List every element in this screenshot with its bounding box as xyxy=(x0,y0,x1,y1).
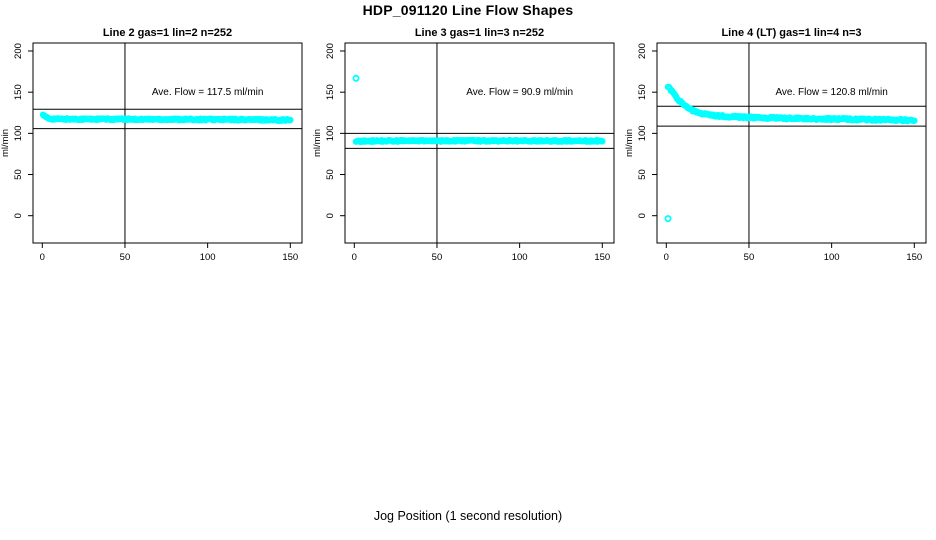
y-axis-unit-label: ml/min xyxy=(0,129,11,157)
outlier-point xyxy=(352,74,360,82)
x-tick-label: 150 xyxy=(282,252,298,263)
y-tick-label: 150 xyxy=(325,84,336,100)
panel-line-3-plot: Line 3 gas=1 lin=3 n=252 0 50 100 150 200 0 50 1… xyxy=(312,25,624,270)
x-tick-label: 150 xyxy=(594,252,610,263)
subplot-title: Line 4 (LT) gas=1 lin=4 n=3 xyxy=(721,27,861,39)
y-tick-label: 0 xyxy=(13,213,24,218)
data-series xyxy=(39,111,294,124)
x-tick-label: 50 xyxy=(120,252,131,263)
page-title: HDP_091120 Line Flow Shapes xyxy=(362,2,574,18)
panel-line-2-plot: Line 2 gas=1 lin=2 n=252 0 50 100 150 200 0 50 1… xyxy=(0,25,312,270)
plot-box xyxy=(656,42,927,244)
y-tick-label: 50 xyxy=(637,169,648,180)
x-tick-label: 0 xyxy=(664,252,669,263)
outlier-point xyxy=(664,215,672,223)
panel-line-4-plot: Line 4 (LT) gas=1 lin=4 n=3 0 50 100 150 200 0… xyxy=(624,25,936,270)
y-tick-label: 200 xyxy=(325,43,336,59)
subplot-title: Line 2 gas=1 lin=2 n=252 xyxy=(103,27,232,39)
x-tick-label: 0 xyxy=(352,252,357,263)
y-axis-unit-label: ml/min xyxy=(312,129,323,157)
y-tick-label: 150 xyxy=(13,84,24,100)
ave-flow-annotation: Ave. Flow = 90.9 ml/min xyxy=(466,87,573,98)
y-tick-label: 150 xyxy=(637,84,648,100)
x-axis-label: Jog Position (1 second resolution) xyxy=(373,509,563,523)
data-series xyxy=(664,83,918,125)
x-tick-label: 100 xyxy=(512,252,528,263)
y-tick-label: 100 xyxy=(637,125,648,141)
x-tick-label: 100 xyxy=(824,252,840,263)
plot-box xyxy=(344,42,615,244)
data-series xyxy=(352,136,606,146)
subplot-svg: Line 4 (LT) gas=1 lin=4 n=3 0 50 100 150 200 0… xyxy=(624,27,927,263)
subplot-svg: Line 3 gas=1 lin=3 n=252 0 50 100 150 200 0 50 1… xyxy=(312,27,615,263)
data-point xyxy=(599,138,606,145)
y-axis-unit-label: ml/min xyxy=(624,129,635,157)
ave-flow-annotation: Ave. Flow = 120.8 ml/min xyxy=(775,87,887,98)
plot-box xyxy=(32,42,303,244)
subplot-title: Line 3 gas=1 lin=3 n=252 xyxy=(415,27,544,39)
y-tick-label: 100 xyxy=(325,125,336,141)
y-tick-label: 0 xyxy=(637,213,648,218)
subplot-svg: Line 2 gas=1 lin=2 n=252 0 50 100 150 200 0 50 1… xyxy=(0,27,303,263)
y-tick-label: 100 xyxy=(13,125,24,141)
y-tick-label: 200 xyxy=(637,43,648,59)
x-tick-label: 0 xyxy=(40,252,45,263)
data-point xyxy=(287,116,294,124)
y-tick-label: 200 xyxy=(13,43,24,59)
y-tick-label: 50 xyxy=(325,169,336,180)
ave-flow-annotation: Ave. Flow = 117.5 ml/min xyxy=(152,87,264,98)
x-tick-label: 50 xyxy=(432,252,443,263)
data-point xyxy=(911,117,918,124)
x-tick-label: 100 xyxy=(200,252,216,263)
y-tick-label: 50 xyxy=(13,169,24,180)
subplot-row: Line 2 gas=1 lin=2 n=252 0 50 100 150 200 0 50 1… xyxy=(0,25,936,270)
x-tick-label: 150 xyxy=(906,252,922,263)
y-tick-label: 0 xyxy=(325,213,336,218)
x-tick-label: 50 xyxy=(744,252,755,263)
